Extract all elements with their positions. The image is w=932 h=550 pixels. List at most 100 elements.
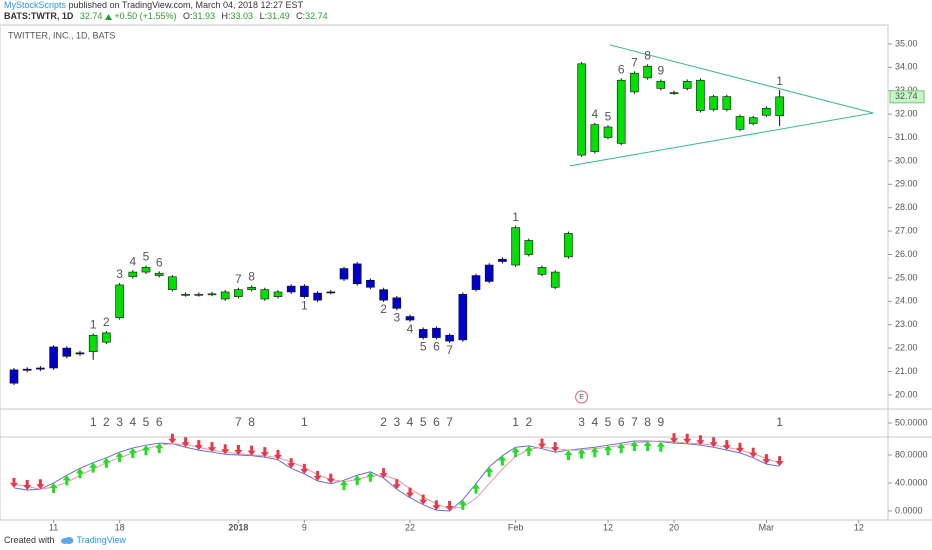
count-label: 2 — [103, 315, 110, 329]
candle-body — [630, 72, 639, 93]
candle-body — [366, 279, 375, 288]
candle-body — [405, 316, 415, 321]
count-label: 6 — [156, 256, 163, 270]
count-label: 7 — [631, 415, 638, 429]
change: +0.50 (+1.55%) — [114, 11, 177, 21]
candle-body — [656, 81, 666, 89]
candle-body — [498, 258, 507, 262]
candle-body — [484, 264, 494, 282]
candle-body — [722, 96, 732, 110]
direction-arrow — [89, 462, 98, 473]
candle-body — [603, 126, 613, 138]
ohlc-label: H: — [221, 11, 231, 21]
y-tick-label: 24.00 — [895, 296, 918, 306]
candle-body — [471, 275, 481, 290]
direction-arrow — [234, 444, 243, 455]
last-price-label: 32.74 — [895, 91, 918, 101]
x-tick-label: 11 — [49, 522, 58, 532]
y-tick-label: 28.00 — [895, 202, 918, 212]
count-label: 4 — [129, 254, 136, 268]
x-tick-label: Feb — [508, 522, 524, 532]
count-label: 7 — [446, 415, 453, 429]
footer: Created with TradingView — [4, 535, 126, 545]
count-label: 9 — [657, 64, 664, 78]
count-label: 3 — [578, 415, 585, 429]
candle-body — [88, 334, 98, 352]
header-line: BATS:TWTR, 1D 32.74 +0.50 (+1.55%) O:31.… — [4, 11, 328, 22]
x-tick-label: 12 — [603, 522, 613, 532]
direction-arrow — [656, 441, 665, 452]
up-icon — [104, 13, 112, 20]
direction-arrow — [643, 440, 652, 451]
direction-arrow — [445, 500, 454, 511]
direction-arrow — [36, 479, 45, 490]
candle-body — [22, 368, 32, 371]
candle-body — [696, 79, 705, 111]
count-label: 1 — [301, 415, 308, 429]
last-price: 32.74 — [79, 11, 103, 21]
header-line: MyStockScripts published on TradingView.… — [4, 0, 328, 11]
count-label: 8 — [248, 415, 255, 429]
count-label: 2 — [380, 302, 387, 316]
candle-body — [49, 346, 58, 369]
candle-body — [564, 233, 573, 258]
candle-body — [141, 267, 151, 273]
candle-body — [616, 79, 626, 144]
direction-arrow — [604, 445, 613, 456]
direction-arrow — [23, 479, 32, 490]
x-tick-label: 22 — [405, 522, 415, 532]
count-label: 1 — [90, 415, 97, 429]
direction-arrow — [194, 440, 203, 451]
count-label: 5 — [605, 109, 612, 123]
candle-body — [286, 285, 296, 293]
candle-body — [432, 327, 441, 338]
candle-body — [643, 65, 652, 79]
direction-arrow — [485, 466, 494, 477]
candle-body — [36, 367, 45, 370]
direction-arrow — [247, 445, 256, 456]
direction-arrow — [458, 499, 467, 510]
direction-arrow — [313, 470, 322, 481]
candle-body — [524, 240, 534, 255]
chart-title: TWITTER, INC., 1D, BATS — [8, 30, 115, 40]
candle-body — [181, 293, 190, 296]
author-link[interactable]: MyStockScripts — [4, 0, 67, 10]
ohlc-value: 31.93 — [192, 11, 216, 21]
direction-arrow — [577, 448, 586, 459]
candle-body — [445, 334, 454, 342]
count-label: 3 — [393, 415, 400, 429]
direction-arrow — [353, 475, 362, 486]
symbol: BATS:TWTR, 1D — [4, 11, 74, 21]
candle-body — [115, 284, 124, 318]
direction-arrow — [590, 447, 599, 458]
direction-arrow — [379, 468, 388, 479]
candle-body — [234, 289, 243, 297]
count-label: 4 — [591, 107, 598, 121]
brand[interactable]: TradingView — [76, 535, 127, 545]
candle-body — [537, 267, 547, 275]
y-tick-label: 50.0000 — [895, 417, 928, 427]
count-label: 2 — [103, 415, 110, 429]
y-tick-label: 40.0000 — [895, 477, 928, 487]
y-tick-label: 25.00 — [895, 272, 918, 282]
direction-arrow — [775, 456, 784, 467]
y-tick-label: 29.00 — [895, 179, 918, 189]
earnings-marker — [575, 390, 589, 404]
candle-body — [418, 329, 428, 338]
direction-arrow — [155, 443, 164, 454]
count-label: 6 — [433, 415, 440, 429]
count-label: 7 — [446, 343, 453, 357]
count-label: 1 — [90, 318, 97, 332]
trendline — [609, 44, 874, 114]
direction-arrow — [722, 440, 731, 451]
trendline — [569, 112, 874, 167]
count-label: 4 — [591, 415, 598, 429]
direction-arrow — [102, 457, 111, 468]
count-label: 6 — [618, 415, 625, 429]
direction-arrow — [749, 447, 758, 458]
count-label: 5 — [605, 415, 612, 429]
candle-body — [154, 272, 164, 276]
direction-arrow — [340, 480, 349, 491]
candle-body — [590, 124, 600, 152]
direction-arrow — [9, 477, 18, 488]
